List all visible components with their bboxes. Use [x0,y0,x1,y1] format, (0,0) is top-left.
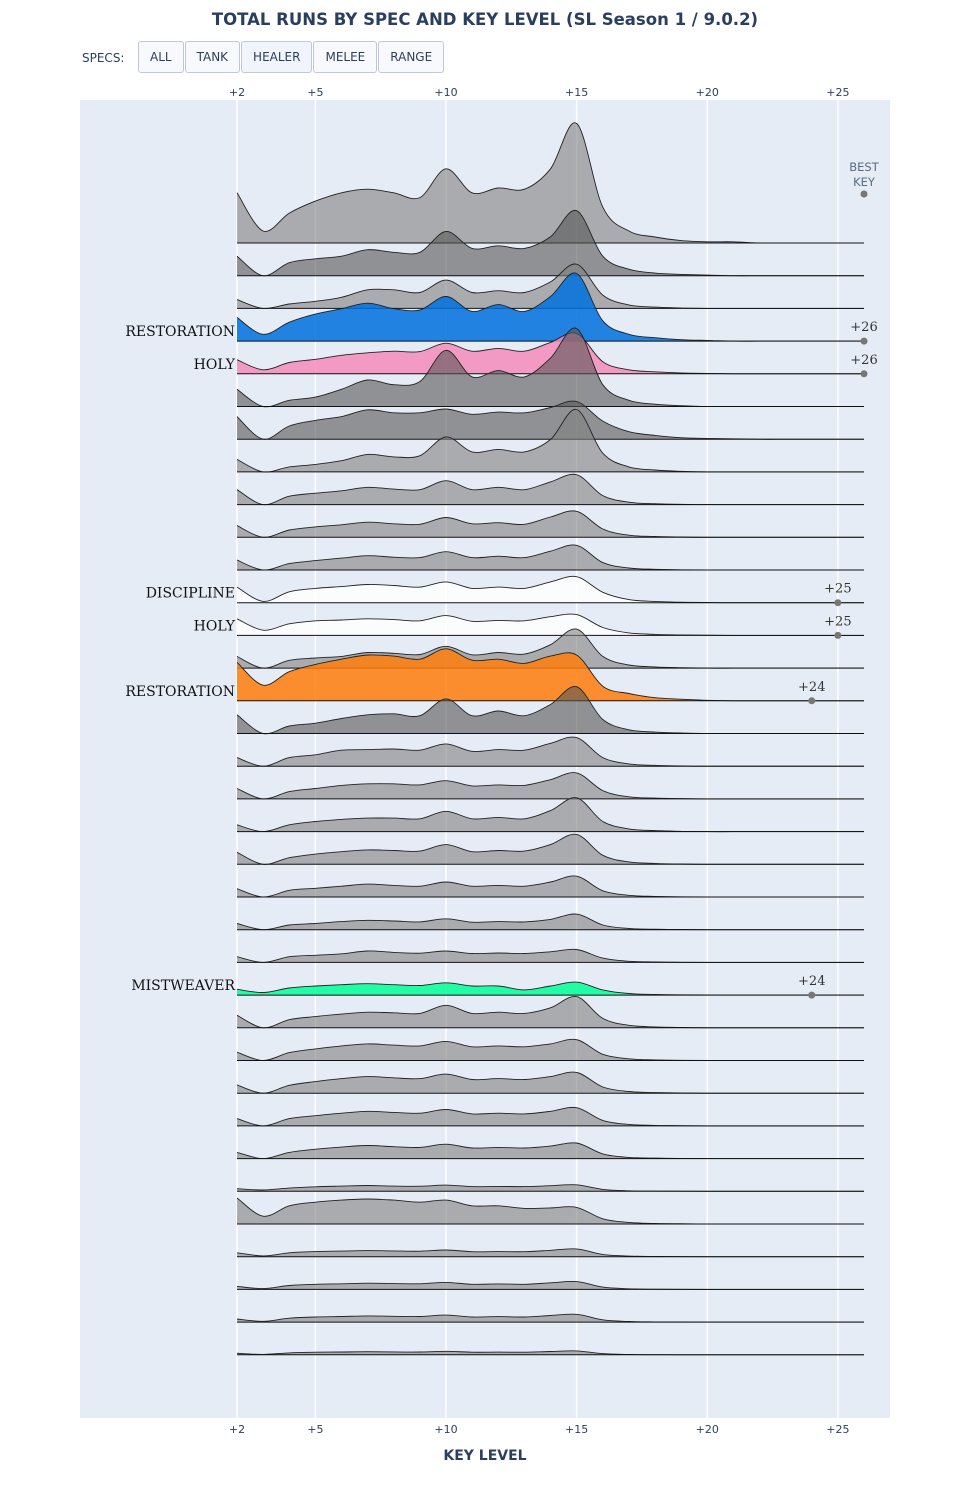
ridge-area [237,737,864,767]
ridge-labels: RESTORATION +26 HOLY +26 DISCIPLINE +25 HOLY +2… [125,320,878,999]
best-key-header-line2: KEY [853,175,876,189]
ridge-spec-label: DISCIPLINE [146,586,235,602]
ridge-area [237,875,864,898]
x-tick-top: +5 [307,86,323,99]
spec-filter-buttons: ALL TANK HEALER MELEE RANGE [138,41,445,73]
x-tick-top: +2 [229,86,245,99]
ridge-area [237,474,864,505]
ridge-area [237,797,864,832]
x-axis-top: +2 +5 +10 +15 +20 +25 [229,86,850,99]
chart-title: TOTAL RUNS BY SPEC AND KEY LEVEL (SL Sea… [211,10,759,29]
ridge-area [237,576,864,603]
ridge-area [237,1248,864,1257]
best-key-header-marker [860,190,868,198]
x-tick-bottom: +10 [434,1423,457,1436]
x-tick-top: +25 [826,86,849,99]
ridge-area [237,1072,864,1094]
x-tick-top: +15 [565,86,588,99]
filter-healer-button[interactable]: HEALER [241,41,313,73]
ridge-area [237,1039,864,1061]
ridge-area [237,332,864,374]
best-key-marker [808,991,816,999]
best-key-marker [834,599,842,607]
ridges [236,122,864,1356]
best-key-marker [808,697,816,705]
filter-all-button[interactable]: ALL [138,41,184,73]
ridge-area [237,401,864,440]
x-axis-bottom: +2 +5 +10 +15 +20 +25 [229,1423,850,1436]
x-tick-bottom: +25 [826,1423,849,1436]
ridge-area [237,544,864,571]
ridge-area [237,510,864,538]
ridge-spec-label: HOLY [194,618,236,634]
ridge-area [237,1198,864,1224]
ridge-area [237,913,864,930]
ridge-spec-label: RESTORATION [125,684,235,700]
x-tick-top: +10 [434,86,457,99]
best-key-label: +26 [850,320,877,335]
ridge-area [237,263,864,309]
best-key-label: +25 [824,614,851,629]
ridge-spec-label: RESTORATION [125,324,235,340]
best-key-header-line1: BEST [849,160,879,174]
ridge-area [237,686,864,734]
x-tick-bottom: +15 [565,1423,588,1436]
x-tick-bottom: +5 [307,1423,323,1436]
ridge-area [237,1142,864,1159]
x-axis-title: KEY LEVEL [443,1448,527,1464]
ridge-area [237,1281,864,1290]
best-key-marker [834,631,842,639]
ridge-area [237,996,864,1028]
ridge-area [237,328,864,407]
x-tick-bottom: +2 [229,1423,245,1436]
best-key-label: +24 [798,974,825,989]
best-key-label: +26 [850,353,877,368]
ridge-area [237,1350,864,1355]
best-key-marker [860,337,868,345]
ridge-spec-label: MISTWEAVER [131,978,235,994]
filter-range-button[interactable]: RANGE [378,41,445,73]
ridge-area [237,272,864,342]
ridge-area [237,1314,864,1323]
x-tick-bottom: +20 [696,1423,719,1436]
ridge-area [237,648,864,701]
specs-filter-label: SPECS: [82,51,125,65]
x-tick-top: +20 [696,86,719,99]
ridge-area [237,210,864,276]
filter-tank-button[interactable]: TANK [184,41,241,73]
ridge-area [237,122,864,244]
ridge-area [237,772,864,799]
best-key-marker [860,370,868,378]
ridge-area [237,614,864,636]
ridge-area [237,409,864,473]
ridge-area [237,1107,864,1126]
best-key-label: +25 [824,582,851,597]
best-key-header: BEST KEY [849,160,880,198]
ridge-area [237,834,864,865]
best-key-label: +24 [798,680,825,695]
filter-melee-button[interactable]: MELEE [313,41,378,73]
ridge-area [237,982,864,996]
ridge-spec-label: HOLY [194,357,236,373]
